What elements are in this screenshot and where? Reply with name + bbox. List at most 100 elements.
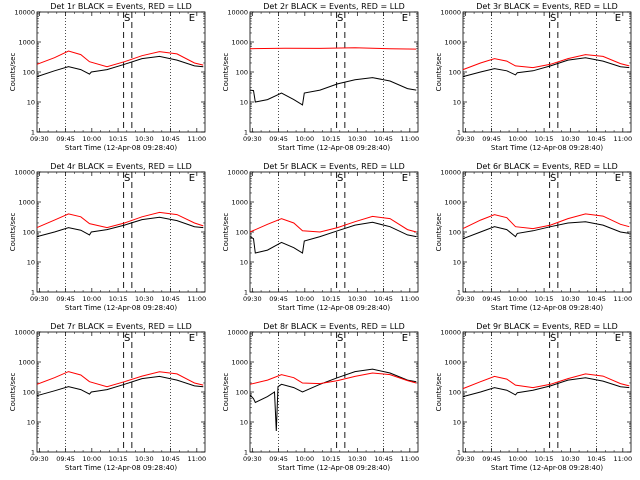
- plot-frame: [462, 11, 632, 133]
- y-tick-label: 1: [457, 448, 461, 456]
- x-tick-label: 11:00: [187, 135, 206, 143]
- x-tick-label: 09:45: [56, 135, 75, 143]
- x-tick-label: 10:30: [561, 135, 580, 143]
- plot-frame: [462, 171, 632, 293]
- series-line-black: [36, 375, 204, 397]
- plot-frame: [249, 331, 419, 453]
- x-tick-label: 09:30: [456, 295, 475, 303]
- x-axis-label: Start Time (12-Apr-08 09:28:40): [278, 304, 390, 312]
- x-tick-label: 10:00: [295, 135, 314, 143]
- x-tick-label: 11:00: [613, 455, 632, 463]
- x-tick-label: 09:30: [30, 455, 49, 463]
- y-tick-label: 1000: [231, 198, 248, 206]
- y-tick-label: 10000: [14, 328, 35, 336]
- x-tick-label: 09:45: [269, 135, 288, 143]
- x-tick-label: 09:30: [456, 455, 475, 463]
- x-tick-label: 10:45: [161, 295, 180, 303]
- x-axis-label: Start Time (12-Apr-08 09:28:40): [278, 464, 390, 472]
- x-tick-label: 10:45: [374, 135, 393, 143]
- y-tick-label: 10000: [440, 8, 461, 16]
- y-tick-label: 10: [27, 98, 35, 106]
- panel-title: Det 3r BLACK = Events, RED = LLD: [476, 2, 618, 11]
- panel-2: Det 2r BLACK = Events, RED = LLD 1 10 100 10…: [222, 2, 419, 152]
- y-tick-label: 100: [449, 68, 461, 76]
- y-tick-label: 10000: [227, 328, 248, 336]
- series-line-red: [249, 372, 417, 385]
- start-marker: S: [550, 173, 556, 184]
- x-tick-label: 10:45: [161, 455, 180, 463]
- x-tick-label: 11:00: [613, 135, 632, 143]
- x-tick-label: 10:30: [561, 455, 580, 463]
- end-marker: E: [615, 333, 621, 344]
- panel-3: Det 3r BLACK = Events, RED = LLD 1 10 100 10…: [435, 2, 632, 152]
- x-tick-label: 10:15: [109, 295, 128, 303]
- panel-8: Det 8r BLACK = Events, RED = LLD 1 10 100 10…: [222, 322, 419, 472]
- y-tick-label: 1000: [231, 38, 248, 46]
- series-line-black: [249, 368, 417, 432]
- series-line-red: [462, 373, 630, 390]
- series-line-black: [462, 57, 630, 78]
- x-tick-label: 09:30: [30, 135, 49, 143]
- plot-frame: [462, 331, 632, 453]
- y-tick-label: 10: [453, 418, 461, 426]
- series-line-black: [36, 216, 204, 238]
- x-tick-label: 11:00: [187, 295, 206, 303]
- panel-title: Det 9r BLACK = Events, RED = LLD: [476, 322, 618, 331]
- y-axis-label: Counts/sec: [435, 373, 443, 412]
- y-tick-label: 100: [236, 68, 248, 76]
- x-axis-label: Start Time (12-Apr-08 09:28:40): [491, 144, 603, 152]
- x-tick-label: 10:45: [374, 455, 393, 463]
- panel-title: Det 1r BLACK = Events, RED = LLD: [50, 2, 192, 11]
- panel-7: Det 7r BLACK = Events, RED = LLD 1 10 100 10…: [9, 322, 206, 472]
- x-tick-label: 11:00: [400, 295, 419, 303]
- panel-5: Det 5r BLACK = Events, RED = LLD 1 10 100 10…: [222, 162, 419, 312]
- y-tick-label: 1: [457, 128, 461, 136]
- x-tick-label: 09:45: [56, 455, 75, 463]
- y-tick-label: 10: [240, 418, 248, 426]
- series-line-black: [462, 377, 630, 398]
- y-tick-label: 10000: [227, 8, 248, 16]
- x-tick-label: 09:30: [243, 295, 262, 303]
- series-line-black: [36, 55, 204, 78]
- x-tick-label: 10:00: [295, 455, 314, 463]
- end-marker: E: [402, 333, 408, 344]
- y-tick-label: 1000: [444, 38, 461, 46]
- x-tick-label: 10:00: [82, 135, 101, 143]
- y-tick-label: 1: [244, 448, 248, 456]
- start-marker: S: [124, 333, 130, 344]
- end-marker: E: [189, 13, 195, 24]
- y-tick-label: 1000: [231, 358, 248, 366]
- end-marker: E: [402, 173, 408, 184]
- x-tick-label: 10:15: [535, 455, 554, 463]
- x-tick-label: 10:30: [135, 455, 154, 463]
- x-tick-label: 09:30: [456, 135, 475, 143]
- x-tick-label: 11:00: [187, 455, 206, 463]
- x-tick-label: 10:45: [161, 135, 180, 143]
- x-tick-label: 09:30: [243, 135, 262, 143]
- start-marker: S: [124, 173, 130, 184]
- y-tick-label: 1000: [444, 198, 461, 206]
- series-line-red: [36, 50, 204, 68]
- series-line-red: [36, 371, 204, 388]
- series-line-black: [249, 221, 417, 254]
- y-tick-label: 1: [244, 288, 248, 296]
- x-tick-label: 10:30: [135, 295, 154, 303]
- series-line-red: [462, 54, 630, 71]
- y-tick-label: 100: [449, 388, 461, 396]
- panel-9: Det 9r BLACK = Events, RED = LLD 1 10 100 10…: [435, 322, 632, 472]
- x-tick-label: 10:15: [109, 135, 128, 143]
- x-tick-label: 11:00: [613, 295, 632, 303]
- y-tick-label: 10: [240, 98, 248, 106]
- x-tick-label: 10:30: [561, 295, 580, 303]
- y-tick-label: 1000: [18, 358, 35, 366]
- x-axis-label: Start Time (12-Apr-08 09:28:40): [491, 464, 603, 472]
- y-tick-label: 100: [236, 228, 248, 236]
- y-tick-label: 100: [23, 388, 35, 396]
- y-axis-label: Counts/sec: [435, 53, 443, 92]
- y-tick-label: 1000: [18, 38, 35, 46]
- panel-title: Det 8r BLACK = Events, RED = LLD: [263, 322, 405, 331]
- x-tick-label: 09:45: [269, 455, 288, 463]
- x-tick-label: 09:45: [269, 295, 288, 303]
- x-tick-label: 10:30: [135, 135, 154, 143]
- x-tick-label: 10:15: [322, 455, 341, 463]
